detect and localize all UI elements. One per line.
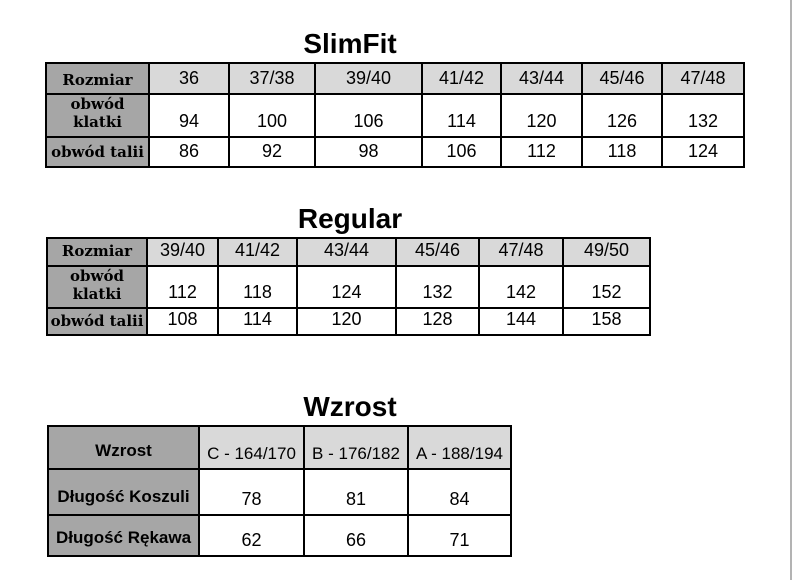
section-title-regular: Regular: [297, 202, 403, 234]
row-label: obwód klatki: [46, 264, 148, 310]
row-label: obwód talii: [46, 307, 148, 337]
value-cell: 152: [562, 264, 651, 310]
section-wzrost: Wzrost Wzrost C - 164/170 B - 176/182 A - 1…: [0, 390, 790, 558]
column-header: 47/48: [478, 236, 564, 267]
section-slimfit: SlimFit Rozmiar 36 37/38 39/40 41/42 43/44 45/…: [0, 0, 790, 168]
size-table-slimfit: Rozmiar 36 37/38 39/40 41/42 43/44 45/46 47/48 o…: [45, 62, 745, 168]
value-cell: 142: [478, 264, 564, 310]
value-cell: 106: [314, 93, 423, 138]
column-header: B - 176/182: [303, 425, 409, 471]
column-header: 41/42: [421, 62, 502, 95]
value-cell: 128: [395, 307, 480, 337]
column-header: C - 164/170: [198, 425, 305, 471]
column-header: 45/46: [395, 236, 480, 267]
table-row: Długość Rękawa 62 66 71: [47, 514, 512, 558]
table-row: obwód klatki 94 100 106 114 120 126 132: [45, 93, 745, 138]
column-header: A - 188/194: [407, 425, 512, 471]
value-cell: 112: [146, 264, 219, 310]
column-header: 43/44: [500, 62, 583, 95]
corner-label: Rozmiar: [46, 236, 148, 267]
section-title-wzrost: Wzrost: [303, 391, 397, 423]
corner-label: Rozmiar: [45, 62, 150, 95]
value-cell: 114: [421, 93, 502, 138]
header-row: Rozmiar 39/40 41/42 43/44 45/46 47/48 49/50: [46, 236, 651, 267]
row-label: obwód klatki: [45, 93, 150, 138]
value-cell: 132: [661, 93, 745, 138]
value-cell: 108: [146, 307, 219, 337]
header-row: Rozmiar 36 37/38 39/40 41/42 43/44 45/46 47/48: [45, 62, 745, 95]
value-cell: 118: [581, 135, 663, 168]
value-cell: 78: [198, 468, 305, 517]
header-row: Wzrost C - 164/170 B - 176/182 A - 188/194: [47, 425, 512, 471]
row-label: Długość Rękawa: [47, 514, 200, 558]
value-cell: 86: [148, 135, 230, 168]
value-cell: 124: [296, 264, 397, 310]
value-cell: 81: [303, 468, 409, 517]
value-cell: 132: [395, 264, 480, 310]
corner-label: Wzrost: [47, 425, 200, 471]
column-header: 37/38: [228, 62, 316, 95]
section-regular: Regular Rozmiar 39/40 41/42 43/44 45/46 47/48…: [0, 202, 790, 337]
value-cell: 98: [314, 135, 423, 168]
value-cell: 92: [228, 135, 316, 168]
row-label: obwód talii: [45, 135, 150, 168]
value-cell: 126: [581, 93, 663, 138]
value-cell: 124: [661, 135, 745, 168]
table-row: obwód talii 86 92 98 106 112 118 124: [45, 135, 745, 168]
column-header: 45/46: [581, 62, 663, 95]
value-cell: 120: [500, 93, 583, 138]
column-header: 47/48: [661, 62, 745, 95]
value-cell: 106: [421, 135, 502, 168]
value-cell: 112: [500, 135, 583, 168]
value-cell: 144: [478, 307, 564, 337]
value-cell: 71: [407, 514, 512, 558]
row-label: Długość Koszuli: [47, 468, 200, 517]
column-header: 39/40: [314, 62, 423, 95]
table-row: obwód klatki 112 118 124 132 142 152: [46, 264, 651, 310]
value-cell: 120: [296, 307, 397, 337]
value-cell: 62: [198, 514, 305, 558]
value-cell: 114: [217, 307, 298, 337]
value-cell: 94: [148, 93, 230, 138]
table-row: obwód talii 108 114 120 128 144 158: [46, 307, 651, 337]
size-table-regular: Rozmiar 39/40 41/42 43/44 45/46 47/48 49/50 obw…: [46, 236, 651, 337]
size-table-wzrost: Wzrost C - 164/170 B - 176/182 A - 188/194 D…: [47, 425, 512, 558]
value-cell: 66: [303, 514, 409, 558]
column-header: 39/40: [146, 236, 219, 267]
column-header: 49/50: [562, 236, 651, 267]
table-row: Długość Koszuli 78 81 84: [47, 468, 512, 517]
column-header: 36: [148, 62, 230, 95]
value-cell: 100: [228, 93, 316, 138]
value-cell: 158: [562, 307, 651, 337]
column-header: 41/42: [217, 236, 298, 267]
section-title-slimfit: SlimFit: [303, 28, 397, 59]
column-header: 43/44: [296, 236, 397, 267]
value-cell: 84: [407, 468, 512, 517]
value-cell: 118: [217, 264, 298, 310]
